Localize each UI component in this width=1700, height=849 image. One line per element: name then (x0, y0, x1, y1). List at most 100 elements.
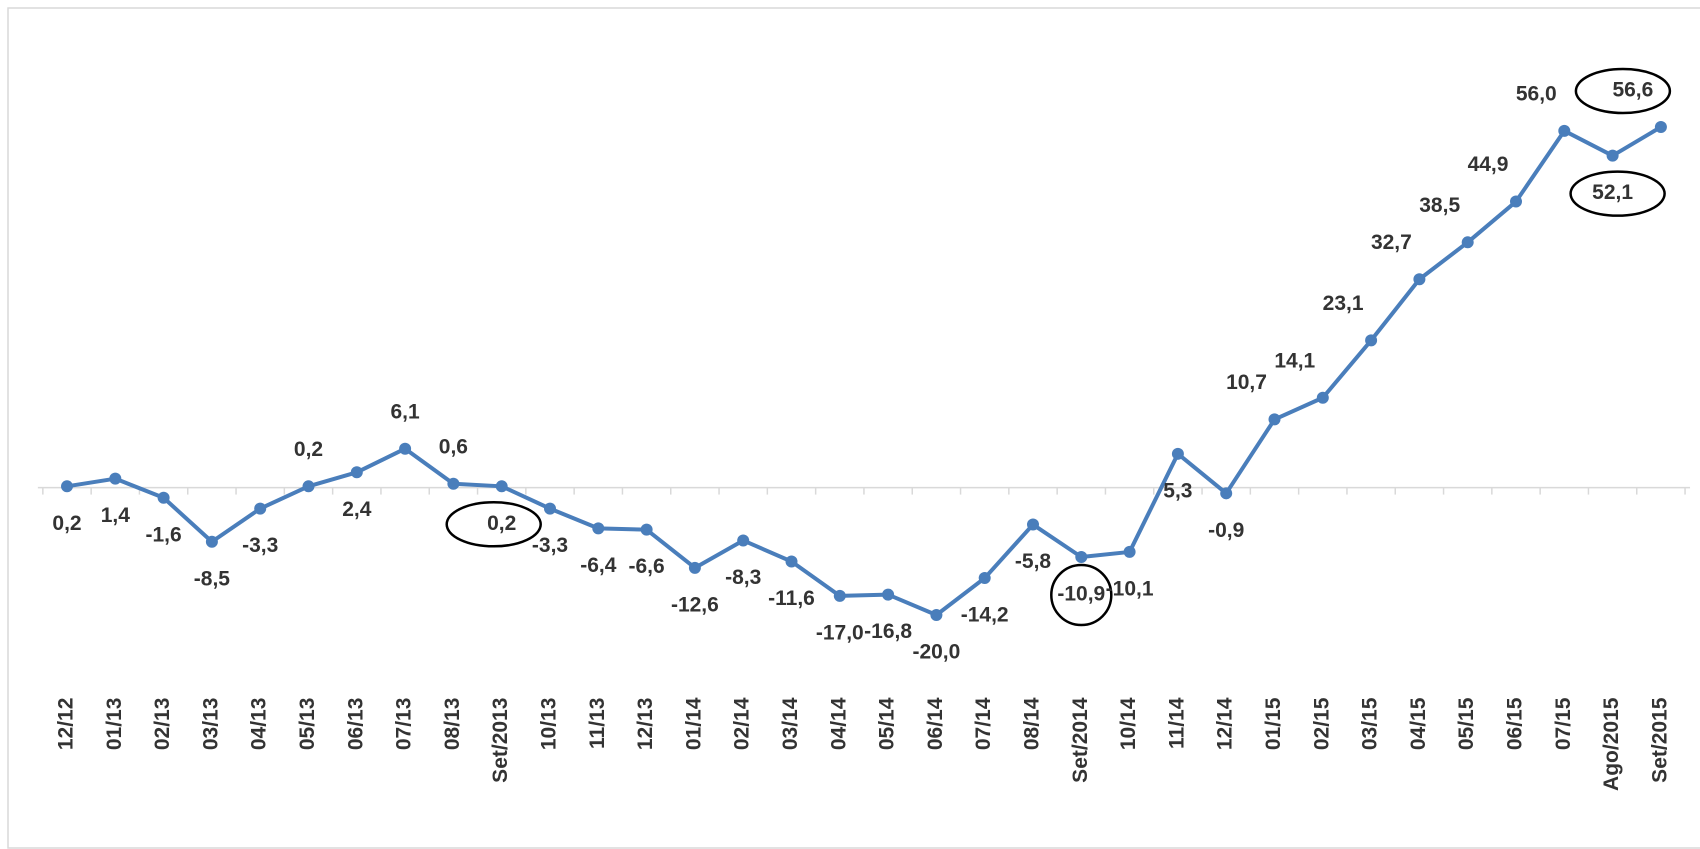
x-tick-label: 10/14 (1117, 697, 1140, 750)
data-point (1558, 124, 1571, 137)
data-point (1413, 273, 1426, 286)
data-label: 0,2 (294, 438, 323, 461)
data-point (1171, 447, 1184, 460)
x-tick-label: 11/13 (586, 698, 609, 749)
x-tick-label: 11/14 (1165, 697, 1188, 749)
x-tick-label: Ago/2015 (1600, 697, 1623, 791)
x-tick-label: Set/2013 (489, 698, 512, 783)
data-point (1606, 149, 1619, 162)
data-point (882, 588, 895, 601)
x-tick-label: 03/13 (199, 698, 222, 751)
data-point (1123, 545, 1136, 558)
data-point (1365, 334, 1378, 347)
data-label: 0,2 (487, 512, 516, 535)
data-label: -6,6 (629, 555, 665, 578)
data-label: 52,1 (1592, 181, 1633, 204)
data-point (1220, 487, 1233, 500)
x-tick-label: 03/14 (779, 697, 802, 750)
x-tick-label: 07/13 (393, 698, 416, 751)
x-tick-label: Set/2015 (1648, 697, 1671, 783)
x-tick-label: 08/13 (441, 698, 464, 751)
data-point (399, 442, 412, 455)
data-point (978, 572, 991, 585)
data-label: 38,5 (1419, 194, 1460, 217)
x-tick-label: 06/13 (344, 698, 367, 751)
x-tick-label: 12/13 (634, 698, 657, 751)
data-label: -8,5 (194, 567, 231, 590)
data-point (688, 561, 701, 574)
data-label: -8,3 (725, 566, 761, 589)
data-point (1027, 518, 1039, 531)
data-label: -16,8 (864, 620, 912, 643)
x-tick-label: 01/13 (103, 698, 126, 751)
highlight-ellipse (445, 501, 542, 548)
data-point (157, 491, 170, 504)
data-label: -11,6 (768, 587, 815, 610)
data-label: 0,2 (52, 512, 81, 535)
data-label: -10,1 (1106, 577, 1154, 600)
data-point (109, 472, 122, 485)
x-tick-label: 03/15 (1359, 697, 1382, 750)
x-tick-label: 05/15 (1455, 697, 1478, 750)
data-label: -3,3 (242, 534, 278, 557)
data-point (544, 502, 556, 515)
data-point (1268, 413, 1281, 426)
data-point (205, 535, 218, 548)
data-point (785, 555, 798, 568)
x-tick-label: 02/13 (151, 698, 174, 751)
data-label: 44,9 (1468, 153, 1509, 176)
x-tick-label: 04/13 (248, 698, 271, 751)
x-tick-label: 05/14 (876, 697, 899, 750)
data-point (1075, 551, 1088, 564)
data-label: 32,7 (1371, 231, 1412, 254)
data-label: 23,1 (1323, 292, 1364, 315)
data-point (254, 502, 267, 515)
data-point (350, 466, 363, 479)
data-point (1654, 121, 1667, 133)
data-label: 6,1 (390, 400, 420, 423)
data-point (302, 480, 315, 493)
data-label: 1,4 (101, 504, 131, 527)
data-label: 10,7 (1226, 371, 1267, 394)
x-tick-label: 07/15 (1552, 697, 1575, 750)
data-label: -20,0 (912, 641, 960, 664)
x-tick-label: 02/14 (731, 697, 754, 750)
x-tick-label: 01/14 (682, 697, 705, 750)
data-label: 14,1 (1274, 349, 1315, 372)
x-tick-label: 12/14 (1214, 697, 1237, 750)
x-tick-label: 06/14 (924, 697, 947, 750)
data-point (1461, 236, 1474, 249)
data-label: 56,6 (1612, 79, 1653, 102)
data-point (61, 480, 73, 493)
x-tick-label: 08/14 (1021, 697, 1044, 750)
highlight-ellipse (1569, 170, 1666, 217)
data-line (66, 125, 1662, 617)
data-label: -1,6 (146, 523, 182, 546)
data-label: 2,4 (342, 498, 372, 521)
x-tick-label: 01/15 (1262, 697, 1285, 750)
data-label: -12,6 (671, 593, 719, 616)
data-point (737, 534, 750, 547)
data-label: -5,8 (1015, 550, 1052, 573)
x-tick-label: Set/2014 (1069, 697, 1092, 783)
data-point (1510, 195, 1522, 208)
data-point (447, 477, 460, 490)
data-label: 56,0 (1516, 82, 1557, 105)
data-label: 5,3 (1163, 479, 1192, 502)
x-tick-label: 04/15 (1407, 697, 1430, 750)
x-tick-label: 10/13 (538, 698, 561, 751)
data-label: 0,6 (439, 435, 468, 458)
data-label: -0,9 (1208, 519, 1244, 542)
data-point (495, 480, 508, 493)
data-point (1316, 391, 1329, 404)
highlight-ellipse (1574, 67, 1672, 115)
data-label: -3,3 (532, 534, 568, 557)
x-tick-label: 05/13 (296, 698, 319, 751)
x-tick-label: 07/14 (972, 697, 995, 750)
data-point (833, 589, 846, 602)
x-tick-label: 12/12 (55, 698, 78, 751)
data-point (592, 522, 605, 535)
data-label: -10,9 (1057, 583, 1105, 606)
